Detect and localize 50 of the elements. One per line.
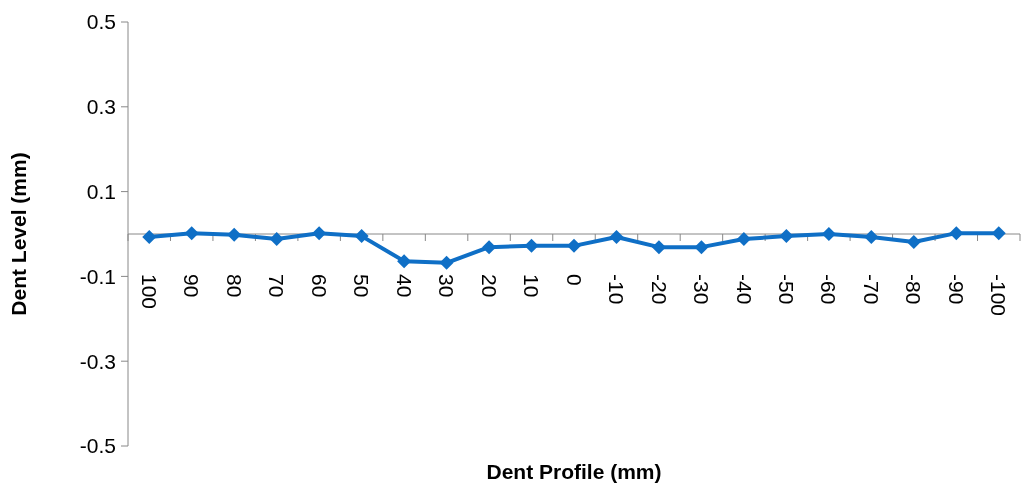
point	[779, 229, 794, 244]
point	[864, 229, 879, 244]
y-tick-label: 0.3	[86, 95, 116, 119]
x-tick-label: 10	[520, 274, 544, 298]
x-tick-label: 0	[562, 274, 586, 286]
x-tick-label: -40	[732, 274, 756, 305]
point	[651, 240, 666, 255]
y-tick-label: 0.5	[86, 10, 116, 34]
x-tick-label: 60	[307, 274, 331, 298]
x-tick-label: 40	[392, 274, 416, 298]
point	[184, 226, 199, 241]
x-tick-label: -100	[987, 274, 1011, 317]
x-tick-label: -80	[902, 274, 926, 305]
x-tick-label: -70	[859, 274, 883, 305]
point	[397, 254, 412, 269]
y-axis-title: Dent Level (mm)	[7, 152, 30, 316]
point	[991, 226, 1006, 241]
y-tick-label: -0.5	[79, 434, 116, 458]
point	[439, 255, 454, 270]
point	[354, 229, 369, 244]
point	[524, 238, 539, 253]
y-tick-label: 0.1	[86, 179, 116, 203]
point	[609, 229, 624, 244]
x-tick-label: -10	[605, 274, 629, 305]
point	[312, 226, 327, 241]
point	[482, 240, 497, 255]
x-tick-label: 70	[265, 274, 289, 298]
point	[269, 232, 284, 247]
x-tick-label: 80	[222, 274, 246, 298]
point	[567, 238, 581, 253]
x-axis-title: Dent Profile (mm)	[486, 460, 662, 483]
x-tick-label: -50	[775, 274, 799, 305]
point	[949, 226, 964, 241]
x-tick-label: 100	[137, 274, 161, 310]
y-tick-label: -0.1	[79, 264, 116, 288]
x-tick-label: -60	[817, 274, 841, 305]
point	[906, 235, 921, 250]
y-tick-label: -0.3	[79, 349, 116, 373]
x-tick-label: -30	[690, 274, 714, 305]
x-tick-label: 30	[435, 274, 459, 298]
point	[694, 240, 709, 255]
x-tick-label: 20	[477, 274, 501, 298]
point	[142, 229, 157, 244]
x-tick-label: 90	[180, 274, 204, 298]
point	[227, 227, 242, 242]
point	[736, 232, 751, 247]
x-tick-label: -20	[647, 274, 671, 305]
x-tick-label: -90	[944, 274, 968, 305]
point	[821, 227, 836, 241]
x-tick-label: 50	[350, 274, 374, 298]
